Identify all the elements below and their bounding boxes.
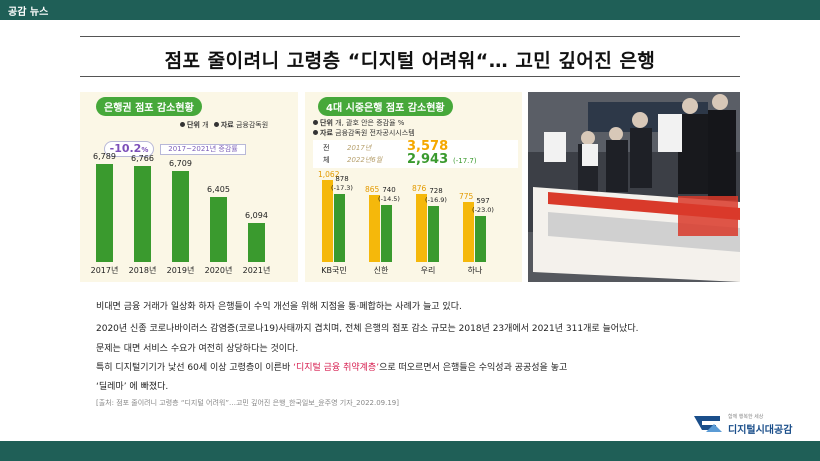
bank-2022-value-2: 728 bbox=[429, 186, 443, 195]
branch-value-label-0: 6,789 bbox=[93, 152, 116, 161]
change-rate-caption: 2017~2021년 증감률 bbox=[160, 144, 246, 155]
paragraph-4: 특히 디지털기기가 낯선 60세 이상 고령층이 이른바 ‘디지털 금융 취약계… bbox=[96, 360, 567, 373]
change-rate-value: -10.2 bbox=[109, 142, 142, 155]
source-value: 금융감독원 bbox=[235, 121, 269, 129]
bullet-icon bbox=[180, 122, 185, 127]
paragraph-3: 문제는 대면 서비스 수요가 여전히 상당하다는 것이다. bbox=[96, 344, 299, 354]
unit-label: 단위 bbox=[320, 119, 333, 127]
branch-bar-4 bbox=[248, 223, 265, 262]
bank-2017-bar-3 bbox=[463, 202, 474, 262]
total-change: (-17.7) bbox=[453, 157, 477, 165]
bank-2017-value-1: 865 bbox=[365, 185, 380, 195]
bullet-icon bbox=[313, 120, 318, 125]
paragraph-4-post: 으로 떠오르면서 은행들은 수익성과 공공성을 놓고 bbox=[379, 363, 568, 373]
section-label: 공감 뉴스 bbox=[8, 7, 49, 18]
branch-bar-1 bbox=[134, 165, 151, 262]
total-year-2022: 2022년6월 bbox=[347, 156, 383, 164]
digital-gonggam-logo-icon bbox=[694, 416, 722, 432]
source-label: 자료 bbox=[320, 129, 333, 137]
bank-2022-value-0: 878 bbox=[335, 175, 349, 184]
mid-panel-unit: 단위 개, 괄호 안은 증감율 % bbox=[313, 118, 404, 128]
change-rate-suffix: % bbox=[141, 146, 149, 154]
bank-2017-bar-2 bbox=[416, 194, 427, 262]
total-year-2017: 2017년 bbox=[347, 144, 372, 152]
top-bar: 공감 뉴스 bbox=[0, 0, 820, 20]
left-panel-meta: 단위 개 자료 금융감독원 bbox=[180, 120, 268, 130]
bank-change-value-1: (-14.5) bbox=[378, 194, 400, 203]
press-conference-photo bbox=[528, 92, 740, 282]
logo-tagline: 함께 행복한 세상 bbox=[728, 414, 764, 420]
bank-name-label-0: KB국민 bbox=[321, 266, 347, 275]
branch-value-label-4: 6,094 bbox=[245, 211, 268, 221]
branch-bar-2 bbox=[172, 170, 189, 262]
left-panel-title: 은행권 점포 감소현황 bbox=[96, 97, 202, 116]
bullet-icon bbox=[213, 122, 219, 127]
bank-2017-value-2: 876 bbox=[412, 184, 427, 194]
bullet-icon bbox=[313, 130, 318, 135]
branch-year-label-3: 2020년 bbox=[204, 266, 233, 275]
headline: 점포 줄이려니 고령층 “디지털 어려워“… 고민 깊어진 은행 bbox=[164, 50, 656, 72]
bank-name-label-1: 신한 bbox=[373, 266, 389, 275]
branch-value-label-1: 6,766 bbox=[131, 153, 154, 163]
branch-year-label-0: 2017년 bbox=[90, 266, 119, 275]
bottom-bar bbox=[0, 441, 820, 461]
paragraph-4-pre: 특히 디지털기기가 낯선 60세 이상 고령층이 이른바 bbox=[96, 363, 294, 373]
branch-year-label-2: 2019년 bbox=[166, 266, 195, 275]
bank-name-label-3: 하나 bbox=[467, 266, 483, 275]
unit-value: 개, 괄호 안은 증감율 % bbox=[335, 119, 405, 127]
title-divider-bottom bbox=[80, 76, 740, 77]
total-value-2017: 3,578 bbox=[407, 139, 449, 154]
mid-panel-title: 4대 시중은행 점포 감소현황 bbox=[318, 97, 453, 116]
branch-bar-3 bbox=[210, 196, 227, 262]
bank-2017-value-3: 775 bbox=[459, 192, 474, 202]
bank-2017-bar-0 bbox=[322, 180, 333, 262]
unit-value: 개 bbox=[202, 121, 209, 129]
bank-2017-bar-1 bbox=[369, 195, 380, 262]
highlight-term: ‘디지털 금융 취약계층’ bbox=[293, 363, 380, 373]
total-label-2: 체 bbox=[323, 156, 330, 164]
paragraph-5: ‘딜레마’ 에 빠졌다. bbox=[96, 382, 169, 392]
title-divider-top bbox=[80, 36, 740, 37]
total-value-2022: 2,943 bbox=[407, 152, 449, 167]
logo-text: 디지털시대공감 bbox=[728, 425, 793, 436]
bank-2022-bar-0 bbox=[334, 194, 345, 262]
branch-value-label-2: 6,709 bbox=[169, 158, 192, 168]
bank-2022-bar-2 bbox=[428, 205, 439, 262]
bank-change-value-3: (-23.0) bbox=[472, 205, 494, 214]
bank-name-label-2: 우리 bbox=[420, 266, 436, 275]
change-rate-badge: -10.2% bbox=[104, 141, 154, 157]
branch-bar-0 bbox=[96, 164, 113, 262]
bank-2022-value-3: 597 bbox=[476, 196, 490, 205]
total-label-1: 전 bbox=[323, 144, 330, 152]
totals-box: 전 체 2017년 3,578 2022년6월 2,943 (-17.7) bbox=[313, 139, 518, 168]
bank-2022-bar-3 bbox=[475, 215, 486, 262]
source-citation: [출처: 점포 줄이려니 고령층 “디지털 어려워”…고민 깊어진 은행_한국일… bbox=[96, 399, 399, 407]
mid-panel-source: 자료 금융감독원 전자공시시스템 bbox=[313, 128, 415, 138]
bank-2022-value-1: 740 bbox=[382, 185, 396, 194]
bank-2022-bar-1 bbox=[381, 204, 392, 262]
unit-label: 단위 bbox=[187, 121, 200, 129]
source-label: 자료 bbox=[220, 121, 234, 129]
branch-year-label-4: 2021년 bbox=[242, 266, 271, 275]
paragraph-2: 2020년 신종 코로나바이러스 감염증(코로나19)사태까지 겹치며, 전체 … bbox=[96, 324, 639, 334]
branch-year-label-1: 2018년 bbox=[128, 266, 157, 275]
photo-illustration bbox=[528, 92, 740, 282]
bank-change-value-0: (-17.3) bbox=[331, 184, 353, 193]
branch-value-label-3: 6,405 bbox=[207, 184, 230, 194]
paragraph-1: 비대면 금융 거래가 일상화 하자 은행들이 수익 개선을 위해 지점을 통·폐… bbox=[96, 302, 462, 312]
bank-change-value-2: (-16.9) bbox=[425, 195, 447, 204]
bank-2017-value-0: 1,062 bbox=[318, 170, 340, 179]
source-value: 금융감독원 전자공시시스템 bbox=[335, 129, 415, 137]
